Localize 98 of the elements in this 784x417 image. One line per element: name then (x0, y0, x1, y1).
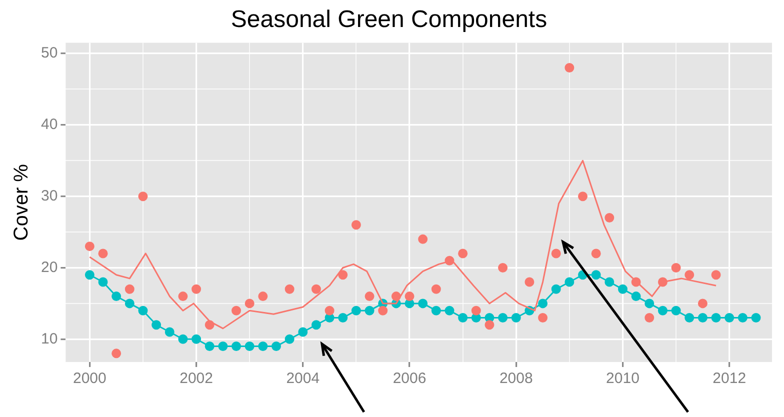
point (271, 342, 281, 352)
x-tick-label: 2010 (606, 370, 640, 388)
point (471, 306, 481, 316)
point (578, 192, 588, 202)
point (431, 306, 441, 316)
x-tick-label: 2012 (712, 370, 746, 388)
point (164, 327, 174, 337)
point (351, 306, 361, 316)
point (192, 334, 202, 344)
point (178, 334, 188, 344)
point (444, 306, 454, 316)
point (511, 312, 521, 322)
point (112, 292, 122, 302)
point (338, 270, 348, 280)
point (178, 292, 188, 302)
point (538, 312, 548, 322)
point (364, 306, 374, 316)
point (484, 320, 494, 330)
point (204, 342, 214, 352)
point (658, 306, 668, 316)
point (698, 298, 708, 308)
point (378, 306, 388, 316)
point (351, 220, 361, 230)
point (604, 213, 614, 223)
point (364, 292, 374, 302)
point (498, 312, 508, 322)
point (458, 312, 468, 322)
point (551, 248, 561, 258)
chart-title: Seasonal Green Components (230, 6, 548, 34)
y-tick-label: 10 (40, 330, 58, 348)
x-tick-label: 2000 (72, 370, 106, 388)
point (431, 284, 441, 294)
point (631, 292, 641, 302)
point (644, 298, 654, 308)
y-tick-label: 50 (40, 44, 58, 62)
point (671, 306, 681, 316)
point (84, 270, 94, 280)
point (564, 63, 574, 73)
point (591, 248, 601, 258)
y-tick-label: 30 (40, 187, 58, 204)
point (671, 262, 681, 272)
point (124, 298, 134, 308)
point (551, 284, 561, 294)
point (138, 192, 148, 202)
point (418, 234, 428, 244)
point (232, 342, 242, 352)
point (538, 298, 548, 308)
point (644, 312, 654, 322)
point (112, 348, 122, 358)
point (698, 312, 708, 322)
point (404, 292, 414, 302)
point (524, 277, 534, 287)
point (258, 292, 268, 302)
point (338, 312, 348, 322)
y-tick-label: 40 (40, 116, 58, 134)
x-tick-label: 2008 (499, 370, 533, 388)
point (684, 270, 694, 280)
point (311, 320, 321, 330)
point (98, 277, 108, 287)
point (258, 342, 268, 352)
point (244, 298, 254, 308)
point (711, 270, 721, 280)
point (98, 248, 108, 258)
point (498, 262, 508, 272)
x-tick-label: 2002 (180, 370, 213, 388)
point (284, 284, 294, 294)
point (204, 320, 214, 330)
point (138, 306, 148, 316)
x-tick-label: 2004 (286, 370, 320, 388)
x-tick-label: 2006 (392, 370, 426, 388)
point (218, 342, 228, 352)
point (192, 284, 202, 294)
point (284, 334, 294, 344)
point (298, 327, 308, 337)
point (444, 256, 454, 266)
point (631, 277, 641, 287)
point (311, 284, 321, 294)
point (591, 270, 601, 280)
point (324, 306, 334, 316)
point (458, 248, 468, 258)
point (244, 342, 254, 352)
y-tick-label: 20 (40, 258, 58, 276)
y-axis-title: Cover % (10, 164, 33, 241)
point (391, 292, 401, 302)
point (124, 284, 134, 294)
point (618, 284, 628, 294)
point (84, 242, 94, 252)
point (604, 277, 614, 287)
point (711, 312, 721, 322)
point (564, 277, 574, 287)
point (724, 312, 734, 322)
point (232, 306, 242, 316)
point (152, 320, 162, 330)
point (658, 277, 668, 287)
point (418, 298, 428, 308)
point (684, 312, 694, 322)
point (751, 312, 761, 322)
point (738, 312, 748, 322)
